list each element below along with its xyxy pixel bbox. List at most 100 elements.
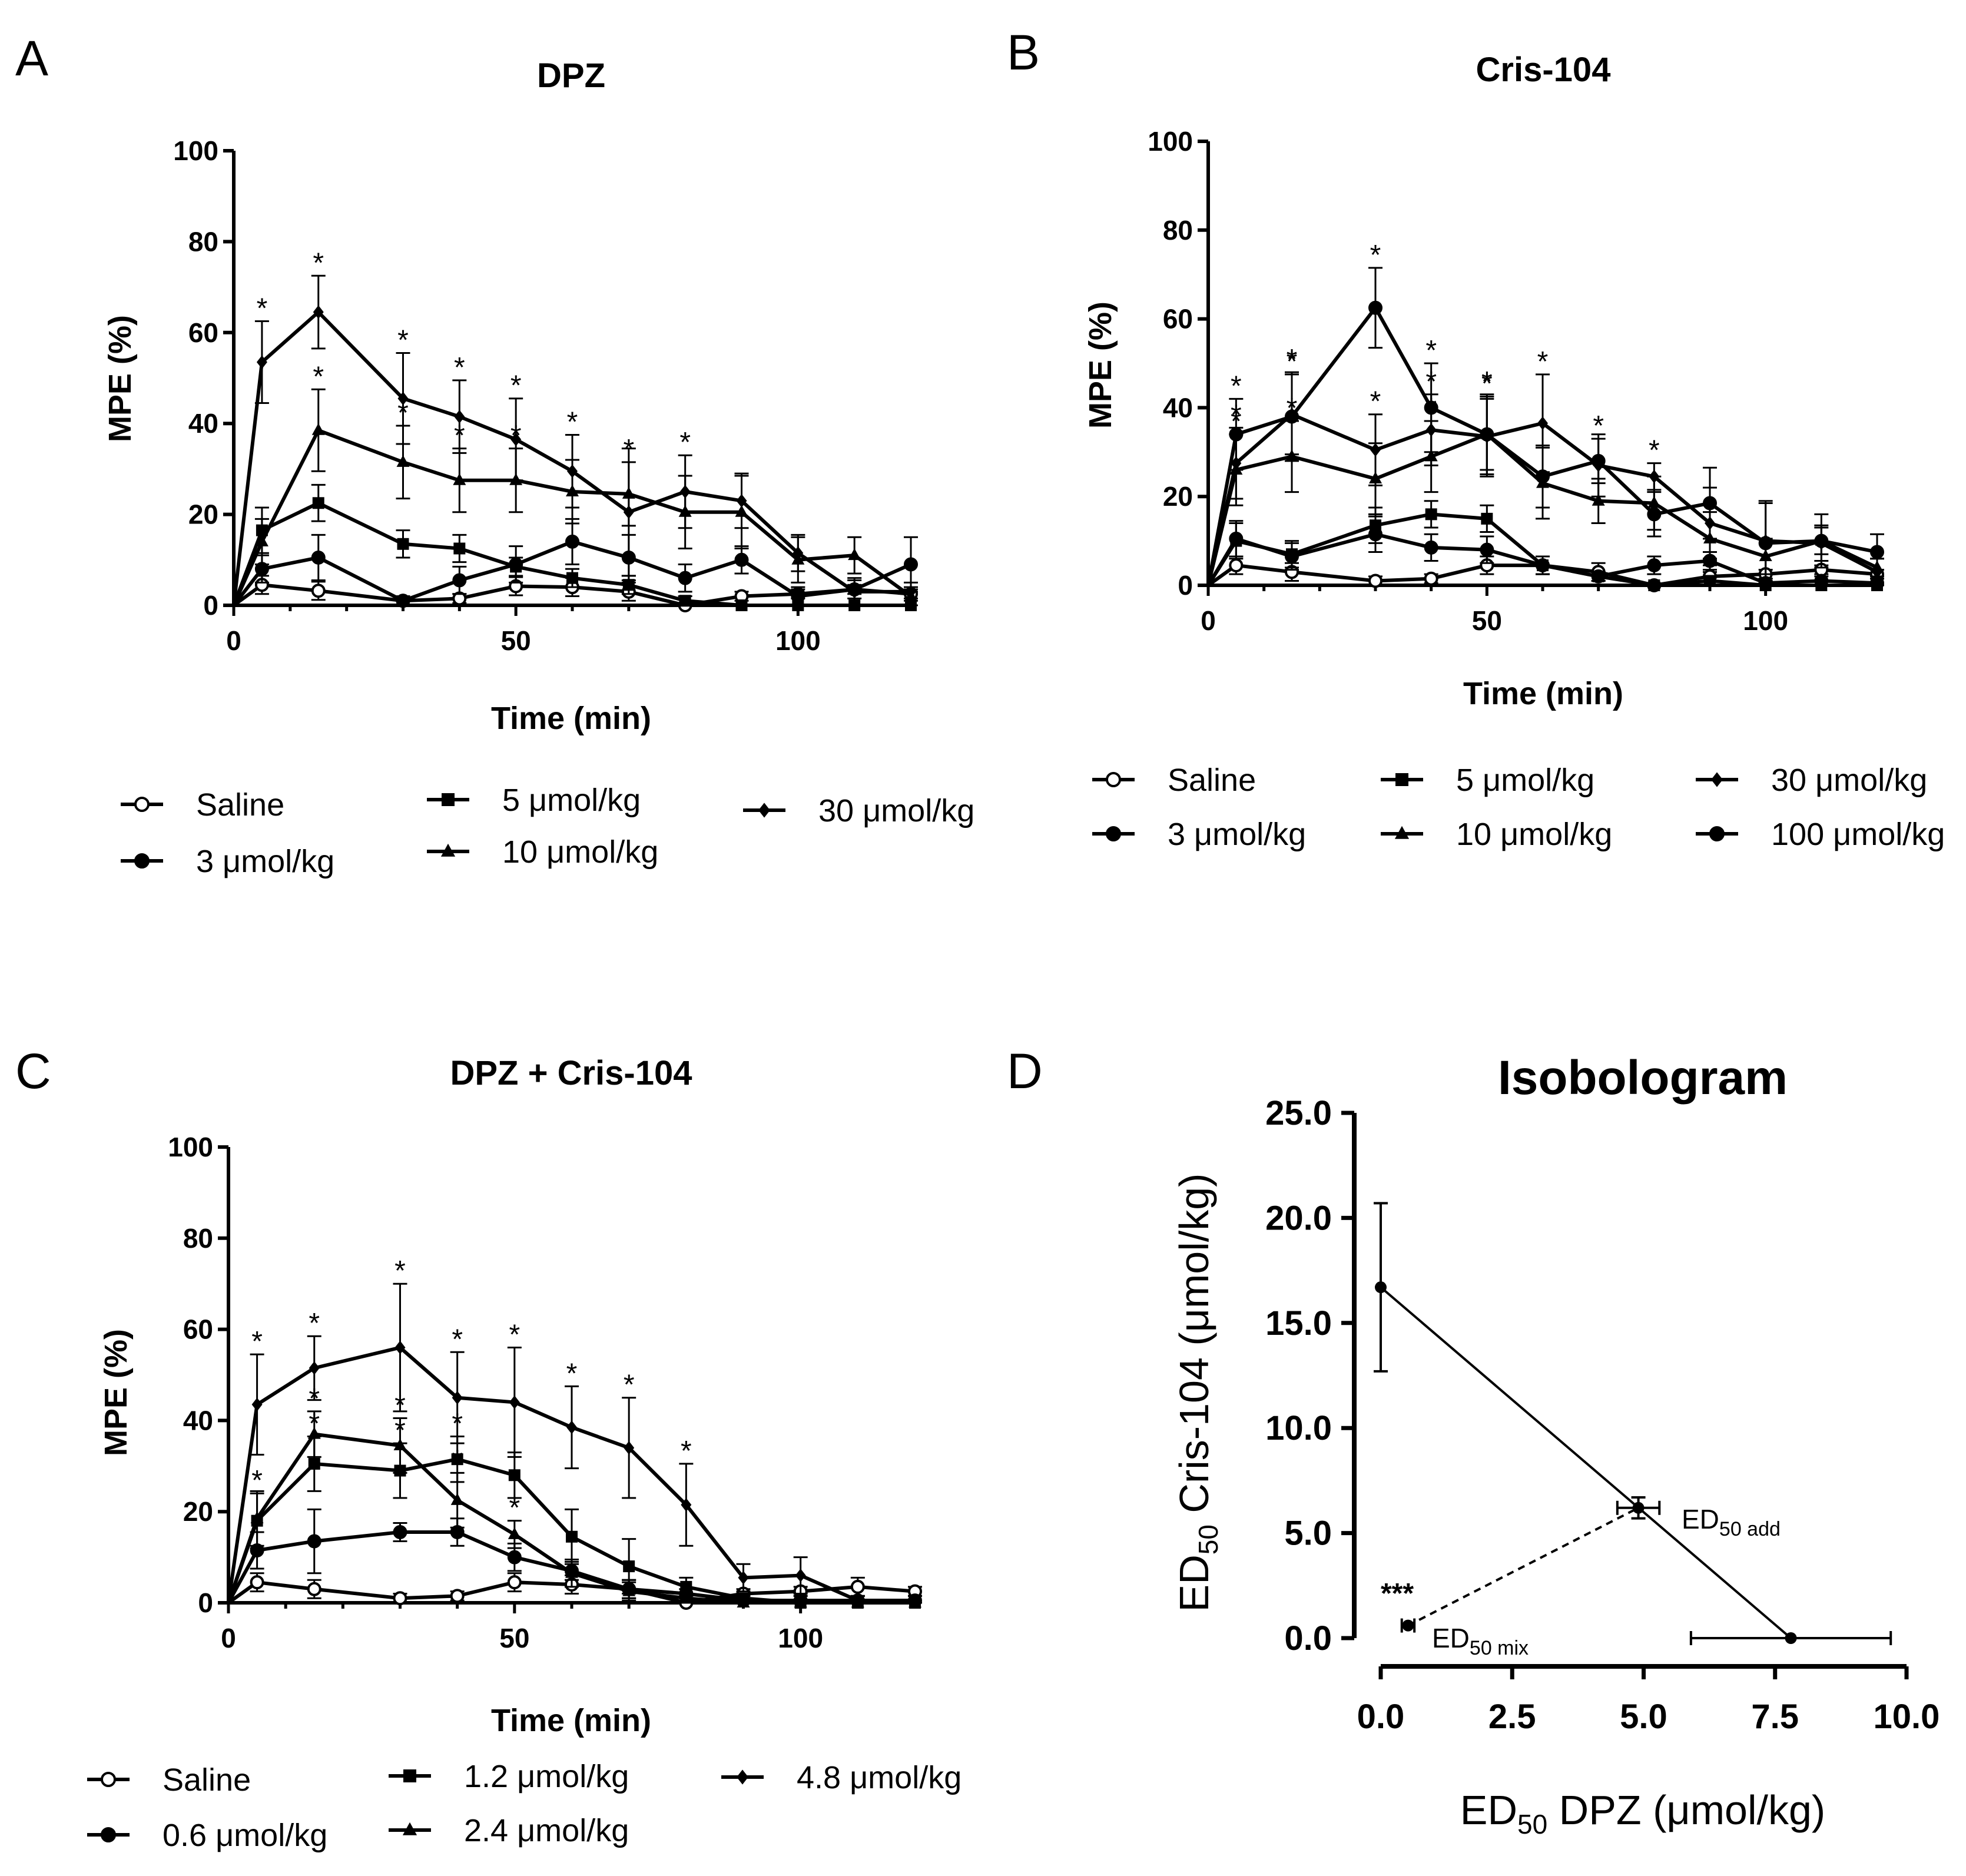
legend-label: 10 μmol/kg	[502, 834, 658, 870]
data-point	[452, 1391, 463, 1405]
data-point	[1368, 300, 1383, 315]
significance-star: *	[394, 1415, 406, 1446]
data-point	[1370, 519, 1381, 532]
significance-star: *	[454, 352, 465, 383]
significance-star: *	[1481, 366, 1493, 397]
legend-entry: Saline	[121, 787, 284, 823]
data-point	[393, 1525, 407, 1540]
data-point	[1402, 1619, 1414, 1632]
panel-label-c: C	[15, 1043, 51, 1099]
data-point	[681, 1498, 692, 1512]
legend-marker	[440, 843, 456, 857]
data-point	[679, 1591, 693, 1603]
data-point	[680, 1580, 692, 1593]
legend-entry: 0.6 μmol/kg	[87, 1818, 327, 1853]
data-point	[250, 1575, 264, 1590]
y-tick-label: 20	[1163, 481, 1193, 512]
data-point	[736, 493, 747, 508]
y-axis-label-a: MPE (%)	[102, 315, 138, 442]
data-point	[307, 1534, 321, 1549]
data-point	[1229, 427, 1244, 442]
data-point	[311, 584, 326, 598]
y-tick-label: 60	[183, 1314, 213, 1345]
significance-star: *	[681, 1436, 692, 1467]
y-tick-label: 60	[1163, 304, 1193, 334]
significance-star: *	[257, 293, 268, 324]
data-point	[393, 1438, 407, 1450]
legend-label: 5 μmol/kg	[1456, 763, 1594, 798]
legend-entry: Saline	[1092, 763, 1256, 798]
y-tick-label: 100	[173, 135, 218, 166]
data-point	[794, 1596, 807, 1607]
data-point	[679, 595, 691, 607]
significance-star: *	[566, 1358, 578, 1389]
data-point	[1537, 416, 1548, 430]
data-point	[738, 1570, 749, 1585]
series-b-5	[1206, 267, 1884, 586]
x-tick-label: 0.0	[1357, 1698, 1405, 1736]
ed50-add-label: ED50 add	[1682, 1504, 1781, 1540]
data-point	[1703, 496, 1717, 511]
legend-entry: Saline	[87, 1762, 251, 1798]
legend-entry: 5 μmol/kg	[427, 783, 641, 818]
significance-star: *	[1593, 410, 1604, 442]
y-tick-label: 100	[168, 1132, 213, 1162]
y-axis-label-b: MPE (%)	[1083, 301, 1118, 429]
y-tick-label: 0	[198, 1587, 213, 1618]
data-point	[1480, 427, 1494, 442]
y-tick-label: 80	[183, 1223, 213, 1254]
legend-entry: 10 μmol/kg	[1381, 817, 1612, 852]
x-axis-label-d: ED50 DPZ (μmol/kg)	[1460, 1787, 1825, 1839]
significance-star: *	[1231, 406, 1242, 437]
legend-marker	[101, 1827, 116, 1842]
data-point	[1481, 512, 1493, 525]
data-point	[1592, 493, 1605, 506]
data-point	[1230, 535, 1242, 547]
legend-marker	[1711, 772, 1723, 787]
significance-star: *	[509, 1493, 520, 1524]
y-tick-label: 20	[183, 1496, 213, 1527]
legend-label: 30 μmol/kg	[1771, 763, 1927, 798]
data-point	[734, 552, 749, 567]
data-point	[1704, 575, 1716, 587]
data-point	[792, 599, 804, 611]
panel-label-a: A	[15, 31, 48, 86]
data-point	[510, 561, 522, 573]
data-point	[1480, 542, 1494, 557]
data-point	[566, 1530, 578, 1543]
legend-marker	[1395, 773, 1408, 786]
significance-star: *	[309, 1408, 320, 1439]
y-tick-label: 40	[188, 408, 218, 439]
legend-entry: 30 μmol/kg	[743, 793, 974, 828]
data-point	[849, 585, 860, 599]
x-tick-label: 50	[1472, 605, 1502, 636]
plot-area-a: 0 20 40 60 80 100 0 50 100 * * * * * * * * * * * *	[173, 135, 918, 656]
legend-entry: 3 μmol/kg	[1092, 817, 1306, 852]
legend-marker	[1106, 772, 1121, 787]
data-point	[451, 1453, 463, 1466]
significance-star: *	[509, 1320, 520, 1351]
legend-label: 4.8 μmol/kg	[797, 1760, 962, 1795]
x-axis-label-c: Time (min)	[491, 1703, 651, 1738]
x-tick-label: 5.0	[1620, 1698, 1667, 1736]
significance-star: *	[1649, 435, 1660, 466]
data-point	[1286, 548, 1298, 561]
x-tick-label: 0	[226, 625, 241, 656]
x-tick-label: 50	[499, 1623, 529, 1653]
data-point	[313, 305, 324, 319]
significance-star: *	[309, 1383, 320, 1414]
legend-marker	[737, 1769, 748, 1785]
legend-entry: 10 μmol/kg	[427, 834, 658, 870]
legend-label: 100 μmol/kg	[1771, 817, 1945, 852]
legend-marker	[402, 1822, 417, 1835]
isobologram-point	[1616, 1496, 1661, 1520]
isobologram-point	[1400, 1618, 1416, 1633]
y-tick-label: 40	[183, 1405, 213, 1436]
data-point	[1591, 453, 1606, 468]
data-point	[622, 1584, 636, 1596]
data-point	[1758, 536, 1773, 551]
data-point	[795, 1569, 806, 1583]
significance-star: *	[1481, 369, 1493, 400]
legend-label: 0.6 μmol/kg	[163, 1818, 327, 1853]
